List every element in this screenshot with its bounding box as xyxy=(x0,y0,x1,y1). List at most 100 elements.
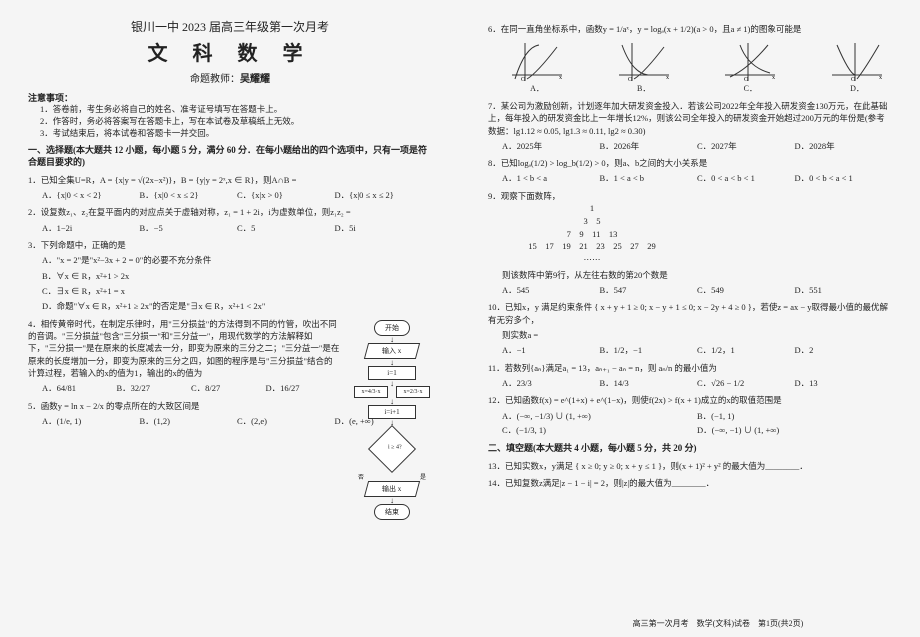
q9-text: 9．观察下面数阵， xyxy=(488,191,560,201)
q2-opt-a: A．1−2i xyxy=(42,222,140,234)
q4-opt-c: C．8/27 xyxy=(191,382,266,394)
q5-opt-a: A．(1/e, 1) xyxy=(42,415,140,427)
q1-text: 1．已知全集U=R，A = {x|y = √(2x−x²)}，B = {y|y … xyxy=(28,175,296,185)
fc-branch-a: x=4/3·x xyxy=(354,386,388,398)
left-column: 银川一中 2023 届高三年级第一次月考 文 科 数 学 命题教师：吴耀耀 注意… xyxy=(0,0,460,637)
q5-opt-b: B．(1,2) xyxy=(140,415,238,427)
q9-row: ⋯⋯ xyxy=(502,253,682,266)
q10-text: 10．已知x，y 满足约束条件 { x + y + 1 ≥ 0; x − y +… xyxy=(488,302,888,324)
q8-opt-a: A．1 < b < a xyxy=(502,172,600,184)
q1-opt-b: B．{x|0 < x ≤ 2} xyxy=(140,189,238,201)
q6-graph-a: Ox A． xyxy=(502,39,572,95)
svg-text:O: O xyxy=(628,77,633,83)
fc-cond: i ≥ 4? xyxy=(368,425,416,473)
fc-end: 结束 xyxy=(374,504,410,520)
arrow-down-icon: ↓ xyxy=(352,499,432,504)
q2-opt-d: D．5i xyxy=(335,222,433,234)
q3-sub-c: C．∃x ∈ R，x²+1 = x xyxy=(42,285,432,297)
q10-after: 则实数a = xyxy=(502,329,892,341)
question-9: 9．观察下面数阵， 1 3 5 7 9 11 13 15 17 19 21 23… xyxy=(488,190,892,297)
fc-no: 否 xyxy=(358,472,364,481)
q2-text: 2．设复数z₁、z₂在复平面内的对应点关于虚轴对称，z₁ = 1 + 2i，i为… xyxy=(28,207,351,217)
q4-opt-d: D．16/27 xyxy=(266,382,341,394)
q6-opt-a: A． xyxy=(530,84,544,93)
q7-text: 7．某公司为激励创新，计划逐年加大研发资金投入．若该公司2022年全年投入研发资… xyxy=(488,101,888,136)
q10-opt-a: A．−1 xyxy=(502,344,600,356)
svg-text:O: O xyxy=(521,77,526,83)
section-2-title: 二、填空题(本大题共 4 小题，每小题 5 分，共 20 分) xyxy=(488,442,892,455)
q14-text: 14．已知复数z满足|z − 1 − i| = 2，则|z|的最大值为_____… xyxy=(488,478,714,488)
q3-sub-d: D．命题"∀x ∈ R，x²+1 ≥ 2x"的否定是"∃x ∈ R，x²+1 <… xyxy=(42,300,432,312)
fc-branch-b: x=2/3·x xyxy=(396,386,430,398)
q12-opt-b: B．(−1, 1) xyxy=(697,410,892,422)
q11-opt-a: A．23/3 xyxy=(502,377,600,389)
q12-opt-d: D．(−∞, −1) ∪ (1, +∞) xyxy=(697,424,892,436)
exam-title: 银川一中 2023 届高三年级第一次月考 xyxy=(28,18,432,35)
q5-opt-c: C．(2,e) xyxy=(237,415,335,427)
arrow-down-icon: ↓ xyxy=(352,400,432,405)
fc-output: 输出 x xyxy=(364,481,420,497)
q7-opt-c: C．2027年 xyxy=(697,140,795,152)
q9-after: 则该数阵中第9行，从左往右数的第20个数是 xyxy=(502,269,892,281)
q8-text: 8．已知logₐ(1/2) > log_b(1/2) > 0，则a、b之间的大小… xyxy=(488,158,707,168)
q9-opt-c: C．549 xyxy=(697,284,795,296)
question-8: 8．已知logₐ(1/2) > log_b(1/2) > 0，则a、b之间的大小… xyxy=(488,157,892,185)
q11-opt-b: B．14/3 xyxy=(600,377,698,389)
exam-subject: 文 科 数 学 xyxy=(28,37,432,66)
svg-text:x: x xyxy=(666,75,669,81)
section-1-title: 一、选择题(本大题共 12 小题，每小题 5 分，满分 60 分．在每小题给出的… xyxy=(28,144,432,169)
q8-opt-c: C．0 < a < b < 1 xyxy=(697,172,795,184)
flowchart: 开始 ↓ 输入 x ↓ i=1 ↓ x=4/3·x x=2/3·x ↓ i=i+… xyxy=(352,320,432,522)
q11-text: 11．若数列{aₙ}满足a₁ = 13，aₙ₊₁ − aₙ = n，则 aₙ/n… xyxy=(488,363,717,373)
exam-teacher: 命题教师：吴耀耀 xyxy=(28,70,432,85)
q10-opt-d: D．2 xyxy=(795,344,893,356)
fc-init: i=1 xyxy=(368,366,416,380)
q8-opt-b: B．1 < a < b xyxy=(600,172,698,184)
q11-opt-c: C．√26 − 1/2 xyxy=(697,377,795,389)
q6-opt-c: C． xyxy=(744,84,757,93)
q7-opt-d: D．2028年 xyxy=(795,140,893,152)
svg-text:O: O xyxy=(744,77,749,83)
q12-opt-a: A．(−∞, −1/3) ∪ (1, +∞) xyxy=(502,410,697,422)
notice-line: 3．考试结束后，将本试卷和答题卡一并交回。 xyxy=(40,128,432,140)
q2-opt-b: B．−5 xyxy=(140,222,238,234)
q10-opt-c: C．1/2，1 xyxy=(697,344,795,356)
question-12: 12．已知函数f(x) = e^(1+x) + e^(1−x)，则使f(2x) … xyxy=(488,394,892,438)
q3-text: 3．下列命题中，正确的是 xyxy=(28,240,126,250)
q9-opt-b: B．547 xyxy=(600,284,698,296)
arrow-down-icon: ↓ xyxy=(352,361,432,366)
q5-text: 5．函数y = ln x − 2/x 的零点所在的大致区间是 xyxy=(28,401,200,411)
q4-text: 4．相传黄帝时代，在制定乐律时，用"三分损益"的方法得到不同的竹管，吹出不同的音… xyxy=(28,319,339,378)
q7-opt-a: A．2025年 xyxy=(502,140,600,152)
notice-title: 注意事项： xyxy=(28,91,432,104)
question-3: 3．下列命题中，正确的是 A．"x = 2"是"x²−3x + 2 = 0"的必… xyxy=(28,239,432,313)
question-14: 14．已知复数z满足|z − 1 − i| = 2，则|z|的最大值为_____… xyxy=(488,477,892,489)
page-footer: 高三第一次月考 数学(文科)试卷 第1页(共2页) xyxy=(488,618,920,629)
q9-opt-d: D．551 xyxy=(795,284,893,296)
q2-opt-c: C．5 xyxy=(237,222,335,234)
svg-text:x: x xyxy=(772,75,775,81)
q1-opt-a: A．{x|0 < x < 2} xyxy=(42,189,140,201)
q4-opt-a: A．64/81 xyxy=(42,382,117,394)
teacher-label: 命题教师： xyxy=(190,74,240,85)
q9-opt-a: A．545 xyxy=(502,284,600,296)
q4-opt-b: B．32/27 xyxy=(117,382,192,394)
fc-input: 输入 x xyxy=(364,343,420,359)
q8-opt-d: D．0 < b < a < 1 xyxy=(795,172,893,184)
q6-text: 6．在同一直角坐标系中，函数y = 1/aˣ，y = logₐ(x + 1/2)… xyxy=(488,24,801,34)
q6-graph-b: Ox B． xyxy=(609,39,679,95)
question-13: 13．已知实数x，y满足 { x ≥ 0; y ≥ 0; x + y ≤ 1 }… xyxy=(488,460,892,472)
q9-row: 1 xyxy=(502,202,682,215)
question-6: 6．在同一直角坐标系中，函数y = 1/aˣ，y = logₐ(x + 1/2)… xyxy=(488,23,892,95)
question-2: 2．设复数z₁、z₂在复平面内的对应点关于虚轴对称，z₁ = 1 + 2i，i为… xyxy=(28,206,432,234)
notice-line: 1．答卷前，考生务必将自己的姓名、准考证号填写在答题卡上。 xyxy=(40,104,432,116)
question-10: 10．已知x，y 满足约束条件 { x + y + 1 ≥ 0; x − y +… xyxy=(488,301,892,356)
q11-opt-d: D．13 xyxy=(795,377,893,389)
q9-row: 7 9 11 13 xyxy=(502,228,682,241)
svg-text:x: x xyxy=(879,75,882,81)
fc-inc: i=i+1 xyxy=(368,405,416,419)
svg-text:x: x xyxy=(559,75,562,81)
q12-opt-c: C．(−1/3, 1) xyxy=(502,424,697,436)
q9-row: 15 17 19 21 23 25 27 29 xyxy=(502,240,682,253)
q6-opt-d: D． xyxy=(850,84,864,93)
